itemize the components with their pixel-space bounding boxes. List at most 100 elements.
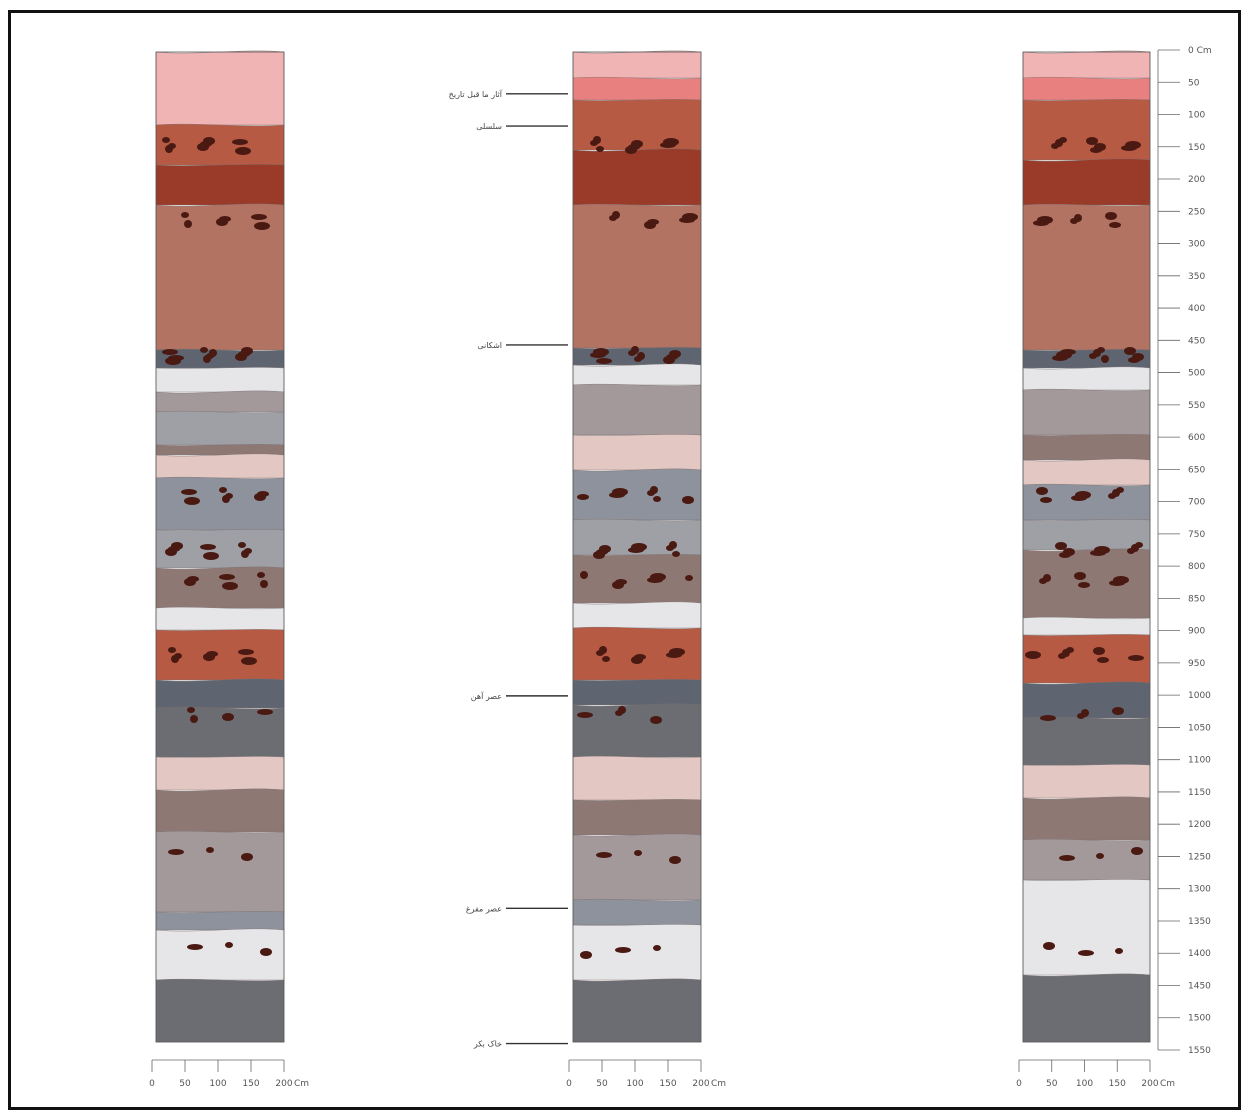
nodule: [612, 488, 628, 496]
label-5: عصر مفرغ: [466, 904, 568, 913]
layer: [155, 50, 285, 126]
nodule: [232, 139, 248, 145]
depth-tick-label: 0 Cm: [1188, 46, 1212, 56]
layer: [155, 164, 285, 206]
nodule: [1078, 950, 1094, 956]
nodule: [637, 352, 645, 360]
nodule: [1086, 137, 1098, 145]
nodule: [1113, 576, 1129, 584]
nodule: [580, 571, 588, 579]
label-text: سلسلی: [476, 122, 502, 131]
nodule: [1060, 349, 1076, 355]
nodule: [181, 212, 189, 218]
depth-tick-label: 500: [1188, 369, 1205, 379]
layer: [155, 978, 285, 1043]
nodule: [187, 576, 199, 582]
width-tick-label: 200: [1141, 1079, 1158, 1089]
column-outline: [155, 51, 285, 1043]
nodule: [1078, 582, 1090, 588]
depth-tick-label: 900: [1188, 627, 1205, 637]
nodule: [631, 346, 639, 354]
nodule: [219, 216, 231, 222]
nodule: [1040, 715, 1056, 721]
layer: [572, 363, 702, 386]
nodule: [241, 853, 253, 861]
layer: [1022, 879, 1151, 976]
nodule: [174, 653, 182, 659]
depth-tick-label: 1050: [1188, 723, 1211, 733]
layer: [155, 756, 285, 791]
depth-tick-label: 950: [1188, 659, 1205, 669]
nodule: [650, 486, 658, 494]
nodule: [599, 646, 607, 654]
layer: [1022, 764, 1151, 799]
nodule: [682, 496, 694, 504]
nodule: [1074, 572, 1086, 580]
width-tick-label: 50: [179, 1079, 191, 1089]
depth-tick-label: 1250: [1188, 852, 1211, 862]
nodule: [669, 648, 685, 656]
layer: [1022, 158, 1151, 206]
layer: [155, 410, 285, 446]
nodule: [225, 942, 233, 948]
width-scale-2: 0 50 100 150 200 Cm: [566, 1059, 726, 1089]
width-tick-label: 150: [1109, 1079, 1126, 1089]
nodule: [1043, 574, 1051, 582]
column-2: [572, 50, 702, 1043]
layer: [1022, 434, 1151, 461]
nodule: [631, 140, 643, 148]
nodule: [1040, 497, 1052, 503]
nodule: [203, 552, 219, 560]
nodule: [238, 542, 246, 548]
nodule: [1074, 214, 1082, 222]
depth-tick-label: 1000: [1188, 691, 1211, 701]
nodule: [203, 137, 215, 145]
column-outline: [572, 51, 702, 1043]
nodule: [168, 849, 184, 855]
layer: [1022, 76, 1151, 101]
nodule: [593, 136, 601, 144]
nodule: [631, 543, 647, 551]
layer: [1022, 203, 1151, 351]
nodule: [235, 147, 251, 155]
width-tick-label: 100: [209, 1079, 226, 1089]
width-tick-label: 0: [1016, 1079, 1022, 1089]
nodule: [1097, 657, 1109, 663]
nodule: [612, 211, 620, 219]
depth-tick-label: 1350: [1188, 917, 1211, 927]
label-text: اشکانی: [477, 341, 502, 350]
nodule: [257, 572, 265, 578]
nodule: [596, 358, 612, 364]
nodule: [682, 213, 698, 221]
nodule: [219, 574, 235, 580]
layer: [155, 788, 285, 833]
depth-tick-label: 100: [1188, 111, 1205, 121]
width-tick-label: 200: [692, 1079, 709, 1089]
layer: [572, 755, 702, 801]
nodule: [602, 656, 610, 662]
label-3: اشکانی: [477, 341, 568, 350]
width-unit: Cm: [1160, 1079, 1175, 1089]
nodule: [1135, 542, 1143, 548]
nodule: [634, 654, 646, 660]
nodule: [1101, 355, 1109, 363]
nodule: [672, 551, 680, 557]
nodule: [222, 582, 238, 590]
nodule: [206, 847, 214, 853]
nodule: [260, 580, 268, 588]
nodule: [1036, 487, 1048, 495]
width-unit: Cm: [711, 1079, 726, 1089]
nodule: [190, 715, 198, 723]
width-tick-label: 150: [242, 1079, 259, 1089]
layer: [1022, 796, 1151, 841]
layer: [155, 911, 285, 931]
nodule: [168, 143, 176, 149]
nodule: [1125, 141, 1141, 149]
width-tick-label: 100: [626, 1079, 643, 1089]
layer: [1022, 388, 1151, 436]
width-scale-3: 0 50 100 150 200 Cm: [1016, 1059, 1175, 1089]
depth-tick-label: 850: [1188, 594, 1205, 604]
width-tick-label: 150: [659, 1079, 676, 1089]
nodule: [599, 545, 611, 553]
nodule: [1112, 707, 1124, 715]
